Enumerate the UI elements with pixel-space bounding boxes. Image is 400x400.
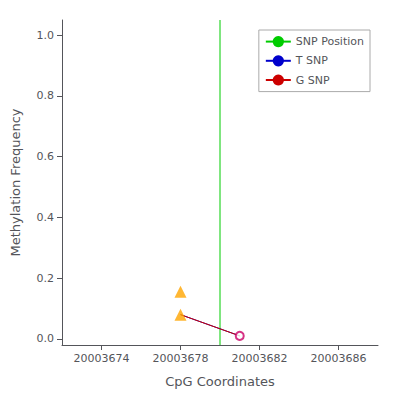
svg-text:20003686: 20003686	[311, 352, 367, 365]
svg-text:T SNP: T SNP	[295, 54, 328, 67]
svg-text:CpG Coordinates: CpG Coordinates	[165, 374, 275, 389]
svg-text:0.4: 0.4	[37, 211, 55, 224]
svg-text:0.0: 0.0	[37, 332, 55, 345]
svg-text:Methylation Frequency: Methylation Frequency	[8, 108, 23, 256]
svg-text:0.2: 0.2	[37, 272, 55, 285]
svg-text:0.8: 0.8	[37, 89, 55, 102]
svg-text:0.6: 0.6	[37, 150, 55, 163]
svg-text:1.0: 1.0	[37, 29, 55, 42]
svg-text:SNP Position: SNP Position	[296, 35, 364, 48]
svg-text:20003682: 20003682	[232, 352, 288, 365]
svg-text:G SNP: G SNP	[296, 74, 330, 87]
svg-text:20003678: 20003678	[153, 352, 209, 365]
svg-text:20003674: 20003674	[74, 352, 130, 365]
